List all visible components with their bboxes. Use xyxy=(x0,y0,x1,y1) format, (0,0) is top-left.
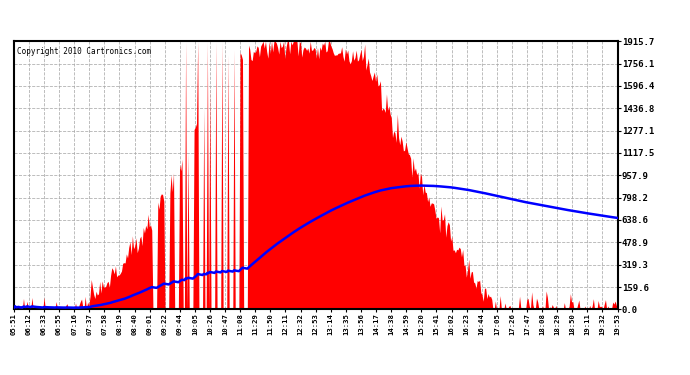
Text: West Array Actual Power (red) & Running Average Power (Watts blue)  Tue Jun 29 2: West Array Actual Power (red) & Running … xyxy=(61,13,629,23)
Text: Copyright 2010 Cartronics.com: Copyright 2010 Cartronics.com xyxy=(17,47,151,56)
